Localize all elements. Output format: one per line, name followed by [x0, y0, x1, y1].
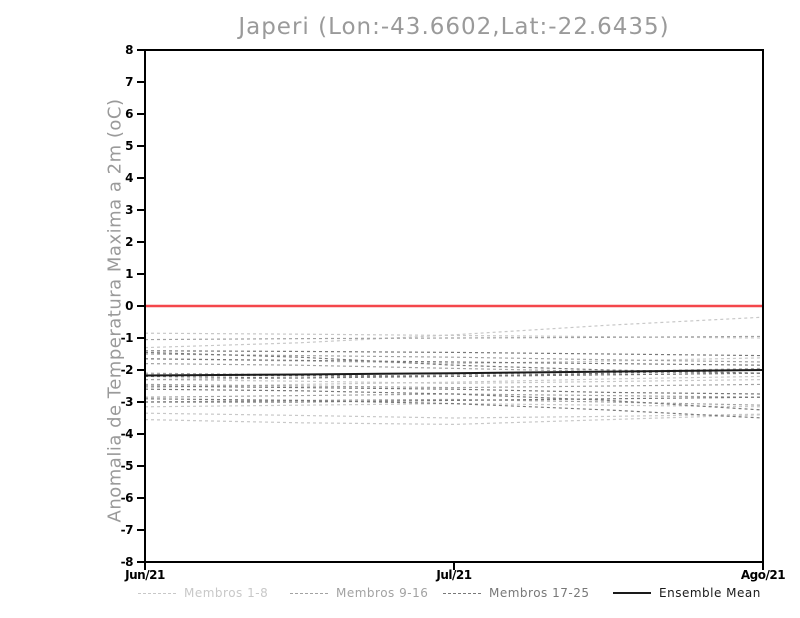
y-tick-label: 4 [125, 171, 133, 185]
legend: Membros 1-8 Membros 9-16 Membros 17-25 E… [0, 584, 800, 604]
member-line [144, 367, 764, 381]
member-line [144, 412, 764, 419]
dashed-line-swatch [443, 592, 481, 594]
y-tick-label: 5 [125, 139, 133, 153]
x-tick-label: Jun/21 [124, 568, 165, 582]
legend-label: Membros 1-8 [184, 586, 269, 600]
member-line [144, 332, 764, 339]
y-tick-label: -4 [121, 427, 133, 441]
y-tick-label: -2 [121, 363, 133, 377]
legend-label: Ensemble Mean [659, 586, 761, 600]
member-line [144, 350, 764, 357]
member-line [144, 383, 764, 389]
member-line [144, 316, 764, 349]
member-line [145, 396, 764, 403]
y-tick-label: -7 [121, 523, 133, 537]
y-tick-label: -6 [121, 491, 133, 505]
member-line [144, 414, 764, 426]
member-line [144, 372, 764, 379]
chart-title: Japeri (Lon:-43.6602,Lat:-22.6435) [238, 14, 670, 40]
member-line [144, 358, 764, 366]
y-tick-label: 1 [125, 267, 133, 281]
x-tick-label: Jul/21 [435, 568, 471, 582]
dashed-line-swatch [138, 592, 176, 594]
member-line [144, 357, 764, 365]
y-tick-label: -8 [121, 555, 133, 569]
y-tick-label: 2 [125, 235, 133, 249]
dashed-line-swatch [290, 592, 328, 594]
y-tick-label: -5 [121, 459, 133, 473]
member-line [144, 398, 764, 419]
y-tick-label: 6 [125, 107, 133, 121]
y-tick-label: 0 [125, 299, 133, 313]
y-tick-label: 8 [125, 43, 133, 57]
legend-label: Membros 9-16 [336, 586, 429, 600]
legend-item-membros-17-25: Membros 17-25 [443, 584, 590, 602]
legend-item-membros-9-16: Membros 9-16 [290, 584, 428, 602]
member-line [144, 379, 764, 385]
member-line [144, 393, 764, 398]
ensemble-mean-line [144, 369, 764, 377]
legend-label: Membros 17-25 [489, 586, 590, 600]
member-line [144, 363, 764, 374]
member-line [144, 351, 764, 374]
y-tick-label: 7 [125, 75, 133, 89]
x-tick-label: Ago/21 [741, 568, 785, 582]
y-tick-label: -3 [121, 395, 133, 409]
member-line [144, 402, 764, 408]
member-line [144, 385, 764, 395]
member-line [144, 398, 764, 406]
solid-line-swatch [613, 592, 651, 594]
legend-item-membros-1-8: Membros 1-8 [138, 584, 268, 602]
y-tick-label: -1 [121, 331, 133, 345]
y-tick-label: 3 [125, 203, 133, 217]
member-line [144, 335, 764, 341]
member-line [144, 388, 764, 411]
legend-item-ensemble-mean: Ensemble Mean [613, 584, 761, 602]
